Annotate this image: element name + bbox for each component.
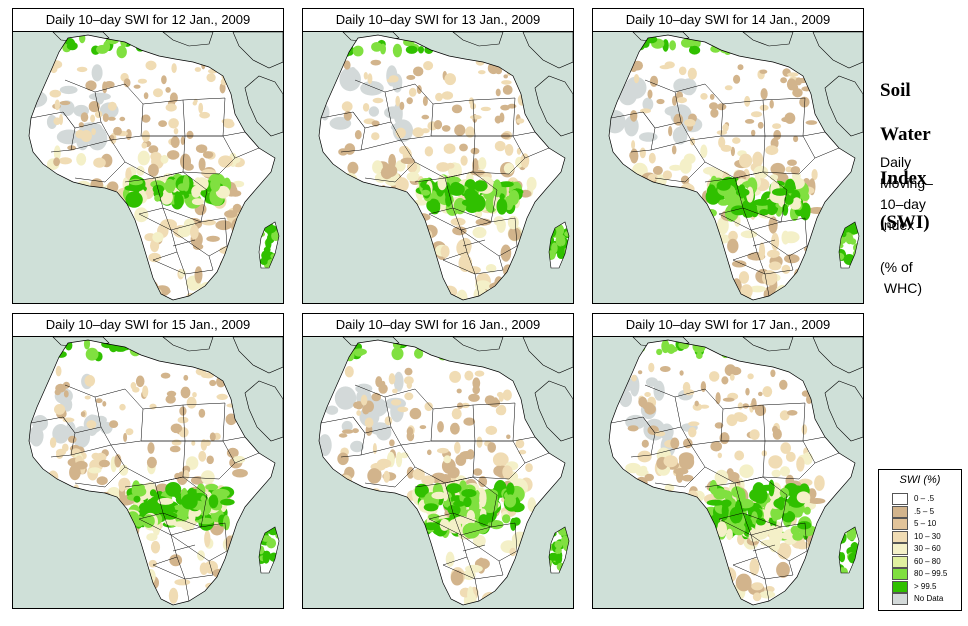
legend-label: 10 – 30 <box>914 531 941 541</box>
map-panel: Daily 10–day SWI for 17 Jan., 2009 <box>592 313 864 609</box>
legend-label: 0 – .5 <box>914 494 935 503</box>
africa-swi-map <box>592 336 864 609</box>
legend-label: > 99.5 <box>914 581 937 591</box>
legend-label: 60 – 80 <box>914 556 941 566</box>
legend-swatch <box>892 530 908 543</box>
legend-item: 30 – 60 <box>892 543 958 555</box>
legend-item: 5 – 10 <box>892 518 958 530</box>
legend-swatch <box>892 543 908 555</box>
africa-swi-map <box>12 31 284 304</box>
side-subtitle-line-3: 10–day <box>880 196 926 212</box>
side-title-line-4: (SWI) <box>880 212 930 233</box>
panel-title: Daily 10–day SWI for 12 Jan., 2009 <box>12 8 284 32</box>
africa-swi-map <box>592 31 864 304</box>
map-panel: Daily 10–day SWI for 14 Jan., 2009 <box>592 8 864 304</box>
legend-label: 80 – 99.5 <box>914 569 948 578</box>
legend-label: No Data <box>914 594 944 603</box>
legend-swatch <box>892 493 908 505</box>
side-subtitle-line-7: WHC) <box>880 280 922 296</box>
map-panel: Daily 10–day SWI for 15 Jan., 2009 <box>12 313 284 609</box>
panel-title: Daily 10–day SWI for 17 Jan., 2009 <box>592 313 864 337</box>
legend-swatch <box>892 593 908 605</box>
legend-item: 0 – .5 <box>892 493 958 505</box>
africa-swi-map <box>302 31 574 304</box>
legend-item: 80 – 99.5 <box>892 568 958 580</box>
panel-title: Daily 10–day SWI for 13 Jan., 2009 <box>302 8 574 32</box>
legend-swatch <box>892 518 908 530</box>
side-title-line-2: Water <box>880 124 931 145</box>
side-subtitle: Daily Moving– 10–day Index (% of WHC) <box>880 152 933 299</box>
side-title: Soil Water Index (SWI) <box>880 58 931 256</box>
side-subtitle-line-6: (% of <box>880 259 913 275</box>
side-title-line-1: Soil <box>880 80 911 101</box>
legend-label: .5 – 5 <box>914 506 935 516</box>
legend-item: No Data <box>892 593 958 605</box>
side-subtitle-line-4: Index <box>880 217 915 233</box>
africa-swi-map <box>12 336 284 609</box>
legend-swatch <box>892 580 908 593</box>
legend-item: .5 – 5 <box>892 505 958 518</box>
africa-swi-map <box>302 336 574 609</box>
side-subtitle-spacer <box>880 236 933 257</box>
map-panel: Daily 10–day SWI for 12 Jan., 2009 <box>12 8 284 304</box>
legend-swatch <box>892 505 908 518</box>
legend-label: 5 – 10 <box>914 519 937 528</box>
legend-title: SWI (%) <box>899 474 941 486</box>
side-title-line-3: Index <box>880 168 927 189</box>
panel-title: Daily 10–day SWI for 15 Jan., 2009 <box>12 313 284 337</box>
panel-title: Daily 10–day SWI for 16 Jan., 2009 <box>302 313 574 337</box>
side-subtitle-line-2: Moving– <box>880 175 933 191</box>
legend-item: 60 – 80 <box>892 555 958 568</box>
panel-title: Daily 10–day SWI for 14 Jan., 2009 <box>592 8 864 32</box>
legend: SWI (%) 0 – .5 .5 – 5 5 – 10 10 – 30 30 – 60… <box>878 469 962 611</box>
legend-swatch <box>892 555 908 568</box>
map-panel: Daily 10–day SWI for 16 Jan., 2009 <box>302 313 574 609</box>
legend-label: 30 – 60 <box>914 544 941 553</box>
map-panel: Daily 10–day SWI for 13 Jan., 2009 <box>302 8 574 304</box>
legend-item: > 99.5 <box>892 580 958 593</box>
legend-swatch <box>892 568 908 580</box>
side-subtitle-line-1: Daily <box>880 154 912 170</box>
legend-item: 10 – 30 <box>892 530 958 543</box>
